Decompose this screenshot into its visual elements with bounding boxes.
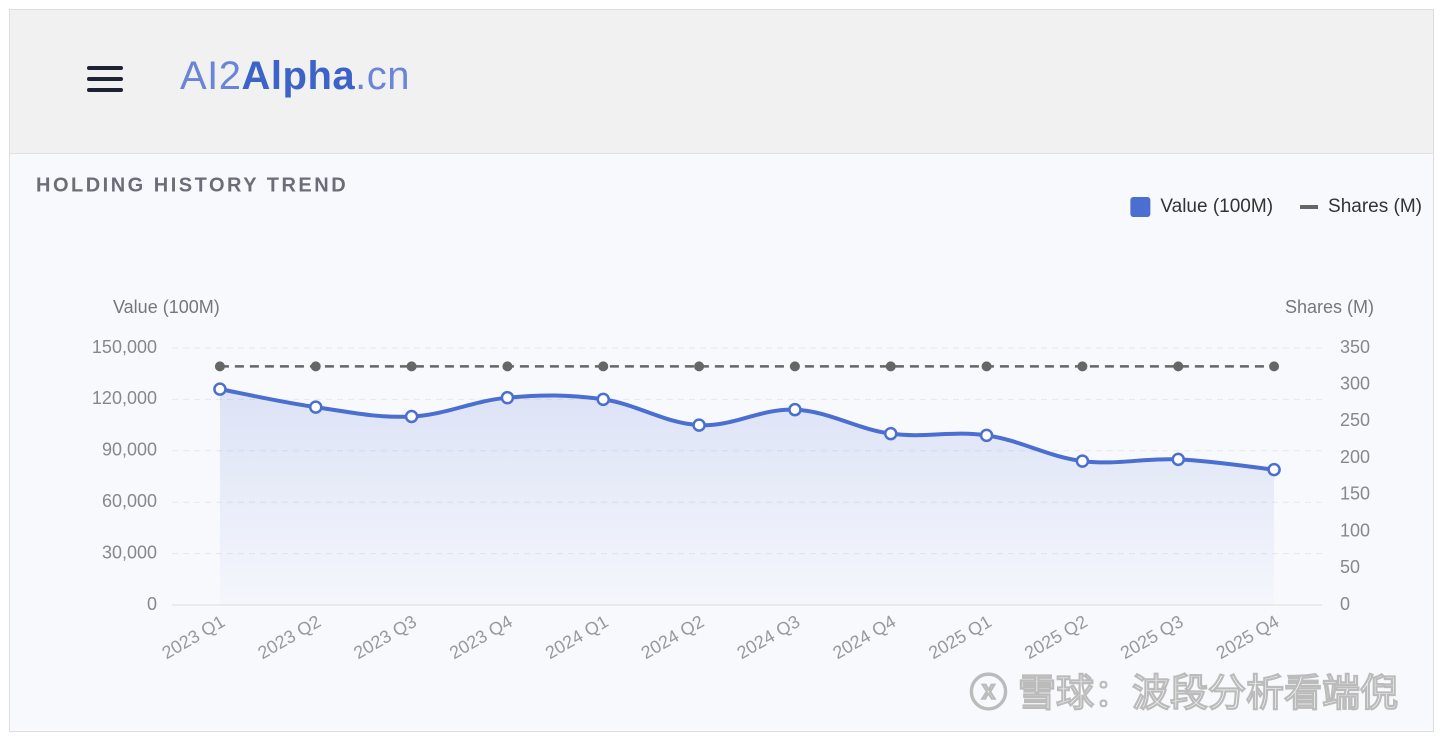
shares-point (694, 361, 705, 372)
y-axis-title: Value (100M) (113, 297, 220, 317)
x-tick-label: 2025 Q4 (1213, 611, 1283, 663)
shares-point (1269, 361, 1280, 372)
y2-tick-label: 150 (1340, 484, 1370, 504)
x-tick-label: 2023 Q2 (254, 611, 324, 663)
value-area (219, 389, 1275, 605)
shares-point (406, 361, 417, 372)
y2-axis-title: Shares (M) (1285, 297, 1374, 317)
x-tick-label: 2024 Q4 (829, 611, 899, 663)
x-tick-label: 2025 Q3 (1117, 611, 1187, 663)
shares-point (502, 361, 513, 372)
value-point (1075, 454, 1090, 468)
legend-label: Shares (M) (1328, 196, 1422, 217)
y2-tick-label: 250 (1340, 410, 1370, 430)
chart-title: HOLDING HISTORY TREND (36, 174, 348, 196)
shares-point (598, 361, 609, 372)
value-point (1267, 462, 1281, 477)
y-tick-label: 0 (147, 594, 157, 614)
legend-label: Value (100M) (1160, 196, 1273, 217)
y-tick-label: 30,000 (102, 542, 157, 562)
logo-part: AI2 (180, 54, 242, 98)
shares-point (310, 361, 321, 372)
x-tick-label: 2023 Q1 (158, 611, 228, 663)
top-bar: AI2Alpha.cn (10, 10, 1433, 154)
shares-point (1173, 361, 1184, 372)
value-point (596, 392, 610, 407)
app-window: AI2Alpha.cn (9, 9, 1434, 732)
y2-tick-label: 300 (1340, 373, 1370, 393)
y-tick-label: 90,000 (102, 440, 157, 460)
value-point (404, 409, 419, 424)
value-point (788, 402, 802, 417)
logo-part: Alpha (241, 54, 356, 98)
menu-button[interactable] (87, 66, 123, 94)
y-tick-label: 150,000 (92, 337, 157, 357)
value-point (979, 428, 994, 443)
y2-tick-label: 50 (1340, 557, 1360, 577)
value-point (884, 426, 898, 441)
value-point (692, 418, 706, 432)
x-tick-label: 2024 Q2 (638, 611, 708, 663)
shares-point (885, 361, 896, 372)
x-tick-label: 2025 Q1 (925, 611, 995, 663)
x-tick-label: 2023 Q4 (446, 611, 516, 663)
value-point (213, 382, 227, 396)
x-tick-label: 2024 Q1 (542, 611, 612, 663)
shares-point (1077, 361, 1088, 372)
logo-part: .cn (355, 54, 411, 98)
watermark: ⓧ 雪球：波段分析看端倪 (969, 673, 1398, 715)
x-tick-label: 2023 Q3 (350, 611, 420, 663)
y2-tick-label: 100 (1340, 520, 1370, 540)
logo[interactable]: AI2Alpha.cn (180, 54, 410, 99)
x-tick-label: 2025 Q2 (1021, 611, 1091, 663)
x-tick-label: 2024 Q3 (733, 611, 803, 663)
legend-swatch (1130, 197, 1151, 217)
y-tick-label: 60,000 (102, 491, 157, 511)
y2-tick-label: 350 (1340, 337, 1370, 357)
value-point (1171, 452, 1185, 467)
y-tick-label: 120,000 (92, 388, 157, 408)
value-point (309, 400, 323, 414)
shares-point (789, 361, 800, 372)
y2-tick-label: 200 (1340, 447, 1370, 467)
shares-point (214, 361, 225, 372)
shares-point (981, 361, 992, 372)
value-point (500, 390, 515, 405)
y2-tick-label: 0 (1340, 594, 1350, 614)
